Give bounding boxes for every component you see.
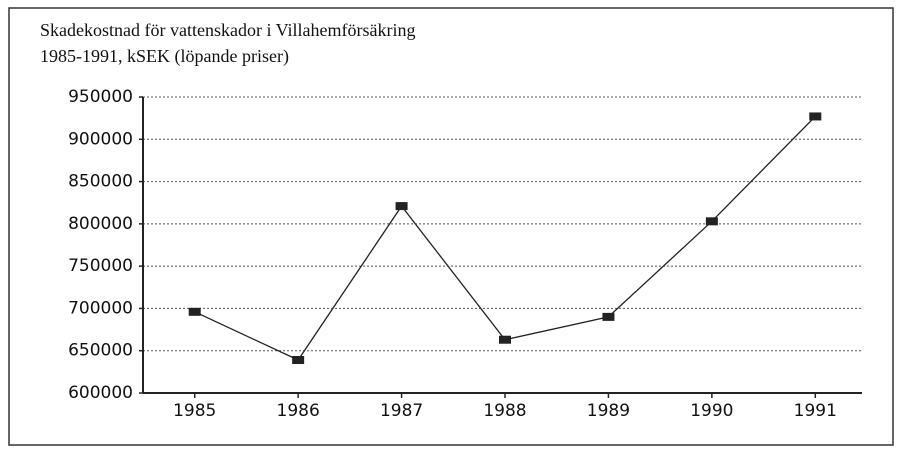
y-tick-label: 900000 xyxy=(68,129,133,149)
marker xyxy=(705,217,718,226)
line xyxy=(194,115,816,361)
x-tick-label: 1986 xyxy=(277,401,320,421)
marker xyxy=(602,312,615,321)
chart-title: Skadekostnad för vattenskador i Villahem… xyxy=(40,20,416,40)
marker xyxy=(292,356,305,365)
chart-subtitle: 1985-1991, kSEK (löpande priser) xyxy=(40,46,289,67)
y-tick-label: 800000 xyxy=(68,214,133,234)
y-tick-label: 950000 xyxy=(68,87,133,107)
y-tick-label: 750000 xyxy=(68,256,133,276)
x-tick-label: 1989 xyxy=(587,401,630,421)
marker xyxy=(188,307,201,316)
y-tick-label: 600000 xyxy=(68,383,133,403)
y-tick-label: 650000 xyxy=(68,341,133,361)
marker xyxy=(395,202,408,211)
y-tick-label: 850000 xyxy=(68,172,133,192)
x-tick-label: 1990 xyxy=(690,401,733,421)
x-tick-label: 1987 xyxy=(380,401,423,421)
frame xyxy=(8,7,894,446)
marker xyxy=(499,335,511,344)
x-tick-label: 1985 xyxy=(173,401,216,421)
y-tick-label: 700000 xyxy=(68,298,133,318)
marker xyxy=(809,112,822,121)
x-tick-label: 1991 xyxy=(794,401,837,421)
x-tick-label: 1988 xyxy=(483,401,526,421)
